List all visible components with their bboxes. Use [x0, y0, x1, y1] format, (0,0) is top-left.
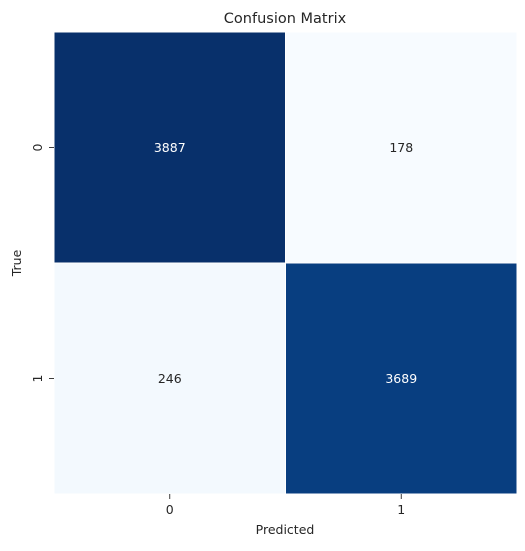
heatmap-cell-1-0: [54, 263, 285, 494]
heatmap-cell-0-0: [54, 32, 285, 263]
x-tick-label-0: 0: [166, 502, 174, 517]
heatmap-cell-1-1: [286, 263, 517, 494]
x-tick-label-1: 1: [397, 502, 405, 517]
chart-title: Confusion Matrix: [224, 11, 347, 27]
cell-value-label-0-1: 178: [389, 140, 413, 155]
heatmap-cells: [54, 32, 517, 494]
y-tick-label-0: 0: [30, 143, 45, 151]
cell-value-labels: 3887 178 246 3689: [154, 140, 417, 386]
heatmap-cell-0-1: [286, 32, 517, 263]
cell-value-label-0-0: 3887: [154, 140, 186, 155]
x-axis-label: Predicted: [256, 522, 315, 537]
cell-value-label-1-1: 3689: [385, 371, 417, 386]
cell-value-label-1-0: 246: [158, 371, 182, 386]
axis-ticks: 0 1 0 1: [30, 143, 405, 517]
y-tick-label-1: 1: [30, 375, 45, 383]
y-axis-label: True: [9, 249, 24, 277]
